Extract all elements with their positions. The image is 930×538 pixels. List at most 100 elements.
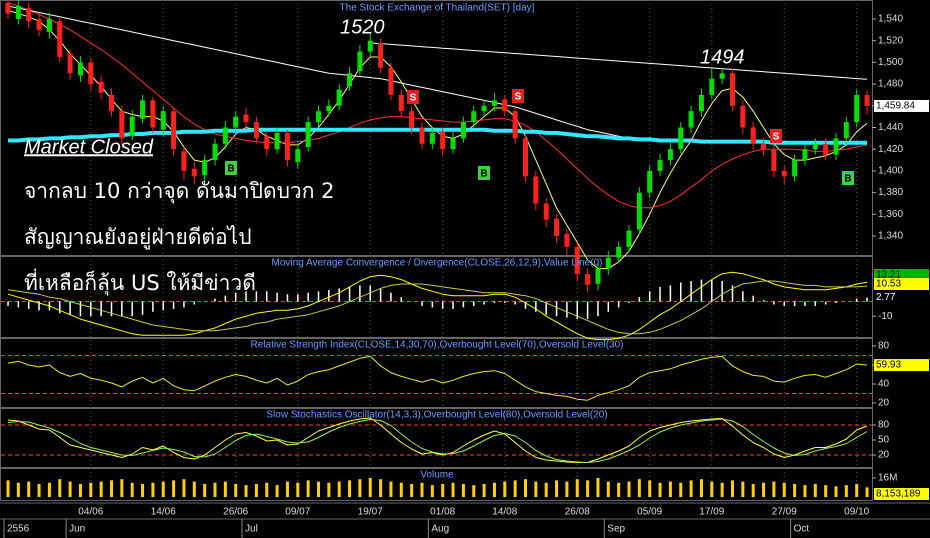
signal-label: S bbox=[773, 132, 780, 143]
histogram-bar bbox=[473, 301, 475, 306]
volume-bar bbox=[172, 480, 176, 498]
candle-body bbox=[253, 122, 259, 139]
histogram-bar bbox=[783, 301, 785, 306]
candle-body bbox=[119, 111, 125, 139]
histogram-bar bbox=[680, 282, 682, 302]
candle-body bbox=[605, 257, 611, 269]
histogram-bar bbox=[742, 291, 744, 302]
histogram-bar bbox=[359, 285, 361, 302]
candle-body bbox=[450, 138, 456, 150]
y-tick-label: 1,400 bbox=[878, 166, 903, 177]
candle-body bbox=[295, 149, 301, 163]
candle-body bbox=[98, 81, 104, 93]
last-value-label: 1,459.84 bbox=[876, 101, 915, 112]
volume-bar bbox=[141, 483, 145, 498]
volume-bar bbox=[627, 481, 631, 498]
x-tick-label: 05/09 bbox=[637, 507, 662, 518]
candle-body bbox=[719, 73, 725, 79]
candle-body bbox=[222, 127, 228, 144]
candle-body bbox=[150, 100, 156, 128]
volume-bar bbox=[6, 480, 10, 498]
x-tick-label: 14/08 bbox=[492, 507, 517, 518]
volume-bar bbox=[275, 485, 279, 498]
histogram-bar bbox=[38, 301, 40, 311]
period-label: Aug bbox=[431, 524, 449, 535]
histogram-bar bbox=[59, 301, 61, 314]
volume-bar bbox=[824, 485, 828, 498]
candle-body bbox=[481, 105, 487, 112]
candle-body bbox=[274, 132, 280, 150]
histogram-bar bbox=[27, 301, 30, 309]
candle-body bbox=[109, 94, 114, 112]
candle-body bbox=[554, 218, 560, 237]
signal-label: S bbox=[515, 92, 522, 103]
y-tick-label: 1,500 bbox=[878, 57, 903, 68]
candle-body bbox=[243, 114, 249, 123]
candle-body bbox=[781, 170, 787, 177]
candle-body bbox=[202, 160, 208, 176]
candle-body bbox=[419, 127, 425, 144]
y-tick-label: 20 bbox=[878, 450, 890, 461]
period-label: Sep bbox=[607, 524, 625, 535]
volume-bar bbox=[182, 479, 186, 498]
x-tick-label: 09/07 bbox=[285, 507, 310, 518]
last-value-label: 59.93 bbox=[876, 360, 901, 371]
x-tick-label: 26/08 bbox=[565, 507, 590, 518]
candle-body bbox=[854, 94, 860, 123]
histogram-bar bbox=[152, 301, 154, 312]
volume-bar bbox=[317, 481, 320, 498]
comment-line: ที่เหลือก็ลุ้น US ให้มีข่าวดี bbox=[24, 268, 256, 296]
volume-bar bbox=[89, 482, 93, 498]
period-label: Jul bbox=[245, 524, 258, 535]
volume-bar bbox=[668, 481, 672, 498]
candle-body bbox=[378, 42, 384, 68]
signal-marker bbox=[842, 171, 854, 185]
volume-bar bbox=[596, 477, 600, 498]
histogram-bar bbox=[297, 294, 299, 302]
histogram-bar bbox=[700, 279, 703, 302]
histogram-bar bbox=[131, 301, 133, 317]
histogram-bar bbox=[379, 288, 382, 302]
histogram-bar bbox=[648, 291, 651, 302]
candle-body bbox=[678, 127, 684, 150]
volume-bar bbox=[565, 481, 569, 498]
volume-bar bbox=[844, 485, 848, 498]
histogram-bar bbox=[721, 281, 723, 302]
volume-bar bbox=[192, 481, 196, 498]
last-value-label: 8,153,189 bbox=[876, 489, 921, 500]
histogram-bar bbox=[348, 286, 351, 302]
histogram-bar bbox=[214, 298, 216, 302]
period-label: 2556 bbox=[7, 524, 30, 535]
volume-bar bbox=[379, 479, 383, 498]
volume-bar bbox=[555, 480, 559, 498]
histogram-bar bbox=[400, 297, 403, 302]
histogram-bar bbox=[804, 301, 806, 306]
volume-bar bbox=[710, 481, 714, 498]
value-box bbox=[874, 99, 929, 112]
volume-bar bbox=[254, 483, 258, 498]
histogram-bar bbox=[835, 301, 837, 304]
volume-bar bbox=[368, 477, 372, 498]
panel-frame bbox=[0, 408, 873, 468]
volume-bar bbox=[244, 485, 248, 498]
volume-bar bbox=[234, 483, 238, 498]
histogram-bar bbox=[524, 301, 527, 309]
signal-label: B bbox=[227, 164, 234, 175]
volume-bar bbox=[513, 480, 517, 498]
candle-body bbox=[326, 105, 332, 112]
candle-body bbox=[77, 62, 83, 76]
candle-body bbox=[460, 122, 466, 139]
candle-body bbox=[67, 53, 73, 74]
volume-bar bbox=[793, 483, 797, 498]
volume-bar bbox=[151, 482, 155, 498]
volume-bar bbox=[731, 480, 734, 498]
candle-body bbox=[264, 136, 270, 150]
histogram-bar bbox=[483, 301, 485, 305]
candle-body bbox=[15, 5, 21, 19]
volume-bar bbox=[327, 482, 331, 498]
volume-bar bbox=[648, 480, 652, 498]
volume-bar bbox=[865, 487, 869, 498]
candle-body bbox=[512, 111, 518, 139]
candle-body bbox=[440, 131, 446, 150]
